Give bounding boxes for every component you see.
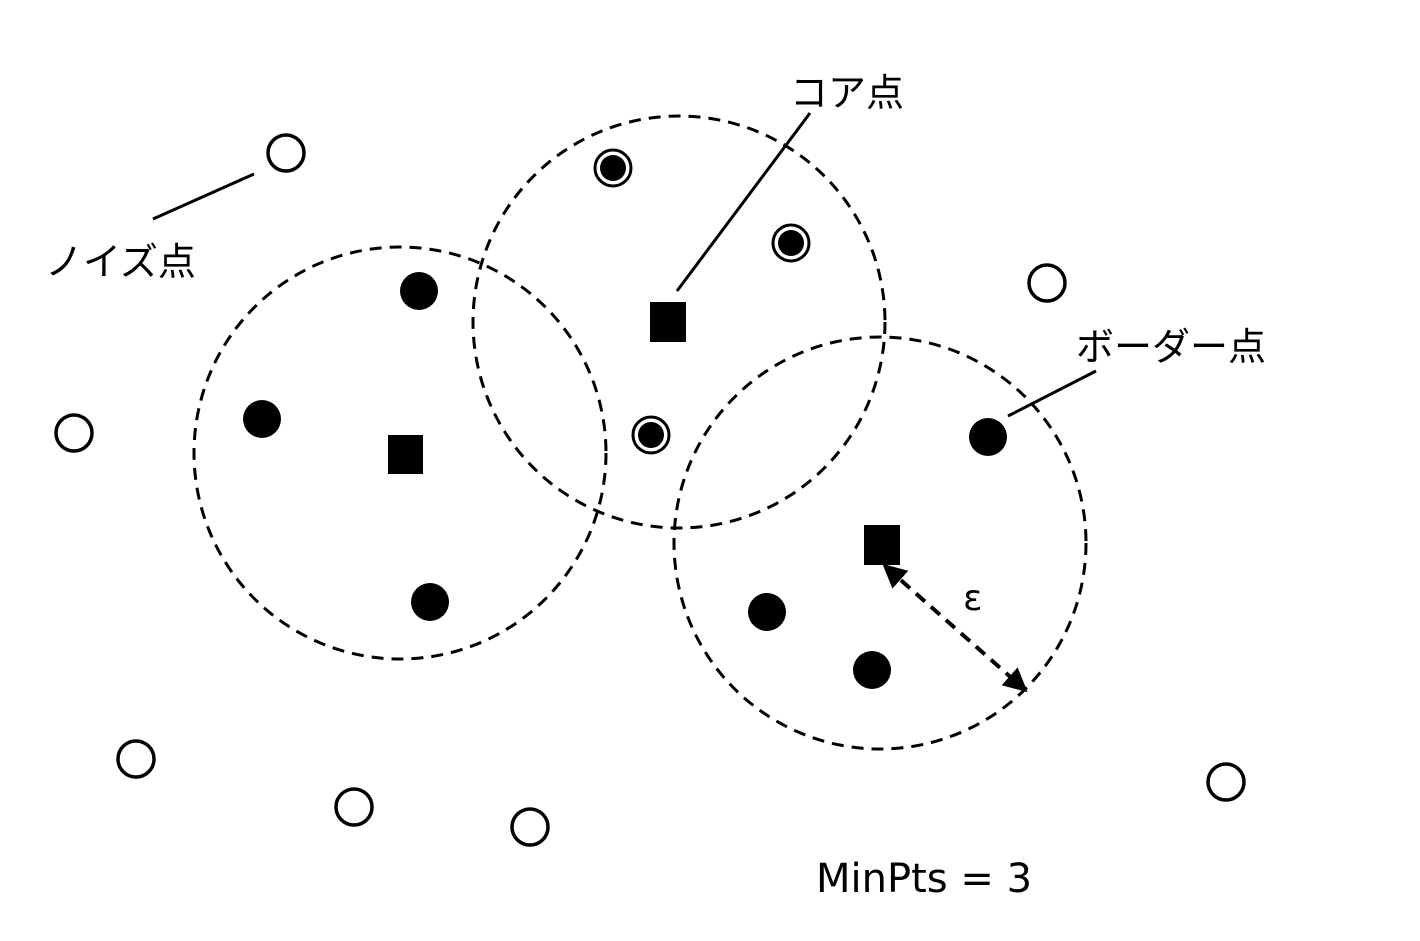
neighborhood-circle-right [672,335,1088,751]
ringed-border-points [593,148,811,455]
leader-lines [152,112,1097,418]
ringed-border-point [593,148,633,188]
core-point [650,302,686,342]
border-point [411,583,449,621]
noise-point-label: ノイズ点 [45,240,196,284]
border-points [243,272,1007,689]
border-point [853,651,891,689]
core-point-label: コア点 [790,71,904,115]
noise-point [334,787,374,827]
noise-point [1206,762,1246,802]
ringed-border-point [771,223,811,263]
core-leader-line [675,112,812,292]
neighborhood-circle-left [192,245,608,661]
border-point [969,418,1007,456]
noise-point [510,807,550,847]
ringed-border-point [631,415,671,455]
border-point [243,400,281,438]
epsilon-neighborhoods [192,114,1088,751]
neighborhood-circle-top [471,114,887,530]
epsilon-radius-arrow [882,563,1028,693]
border-point [748,593,786,631]
noise-points [54,133,1246,847]
epsilon-label: ε [963,578,982,619]
noise-point [116,739,156,779]
noise-point [1027,263,1067,303]
border-point [400,272,438,310]
border-leader-line [1007,369,1097,418]
core-point [388,435,423,474]
border-point-label: ボーダー点 [1076,325,1266,369]
minpts-label: MinPts = 3 [816,856,1032,902]
noise-point [266,133,306,173]
noise-point [54,413,94,453]
noise-leader-line [152,172,255,221]
core-point [864,525,900,565]
core-points [388,302,900,565]
